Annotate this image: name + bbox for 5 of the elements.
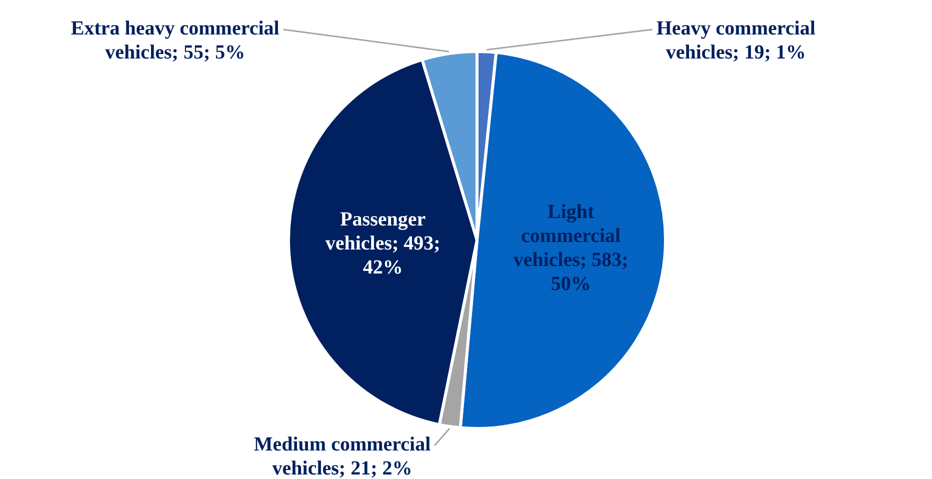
slice-label: Passenger vehicles; 493; 42%	[325, 208, 440, 279]
slice-label: Extra heavy commercial vehicles; 55; 5%	[70, 18, 280, 64]
slice-label: Light commercial vehicles; 583; 50%	[513, 201, 628, 296]
slice-label: Medium commercial vehicles; 21; 2%	[254, 434, 432, 479]
slice-label: Heavy commercial vehicles; 19; 1%	[656, 18, 816, 64]
